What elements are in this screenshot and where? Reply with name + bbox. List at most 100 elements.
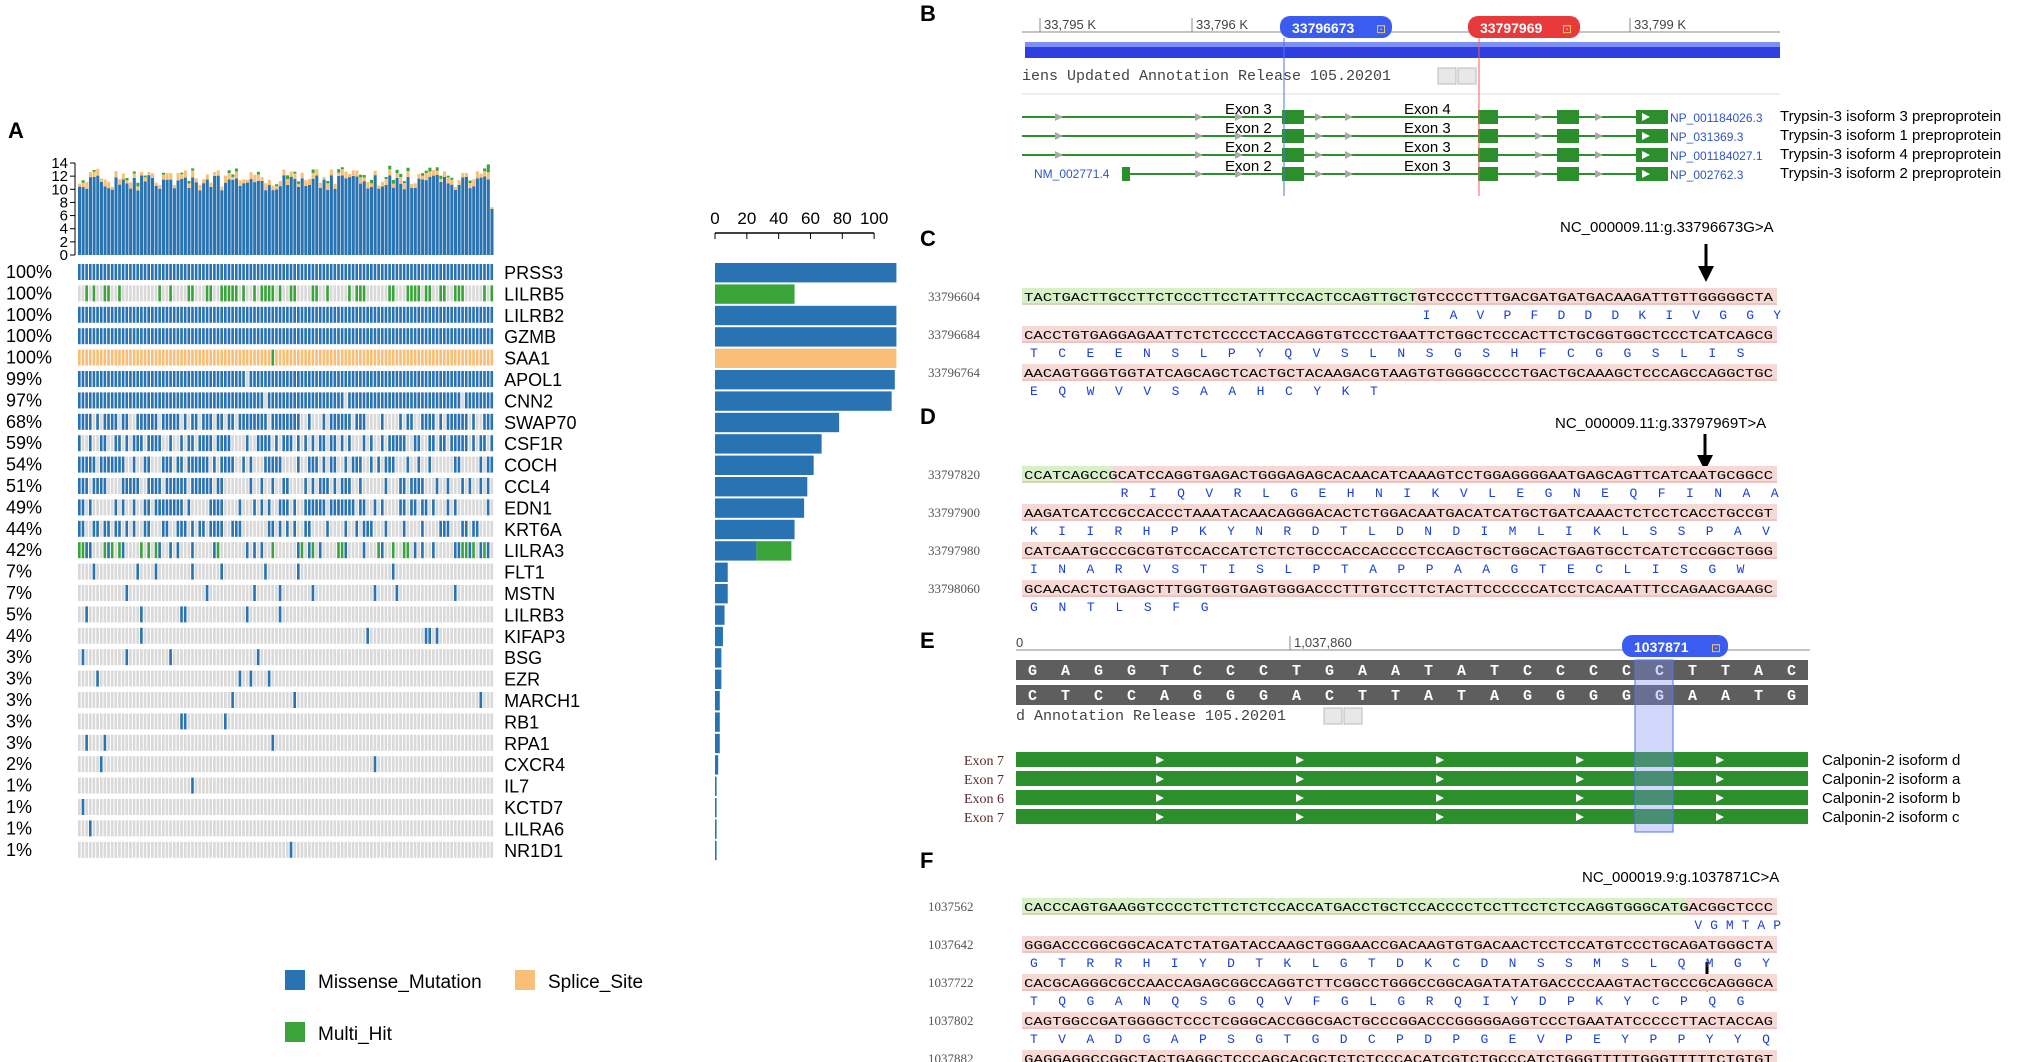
oncoplot-cell <box>154 820 158 837</box>
oncoplot-cell <box>395 627 399 644</box>
oncoplot-cell <box>293 499 296 516</box>
oncoplot-cell <box>307 841 311 858</box>
oncoplot-cell <box>169 563 172 580</box>
oncoplot-cell <box>114 820 118 837</box>
gene-name-label: LILRB2 <box>504 306 564 326</box>
top-bar-missense <box>249 179 253 255</box>
oncoplot-cell <box>151 820 154 837</box>
oncoplot-cell <box>286 627 289 644</box>
oncoplot-cell <box>333 713 337 730</box>
expand-button[interactable] <box>1457 67 1477 85</box>
oncoplot-cell <box>147 264 150 280</box>
top-bar-multi <box>187 180 191 184</box>
collapse-button[interactable] <box>1437 67 1457 85</box>
oncoplot-cell <box>234 692 238 708</box>
oncoplot-cell <box>147 306 150 323</box>
oncoplot-cell <box>443 328 446 345</box>
oncoplot-cell <box>107 606 110 623</box>
oncoplot-cell <box>329 285 333 302</box>
oncoplot-cell <box>278 777 282 794</box>
oncoplot-cell <box>373 649 377 666</box>
oncoplot-cell <box>351 777 355 794</box>
oncoplot-cell <box>143 670 147 687</box>
oncoplot-cell <box>227 499 231 516</box>
exon-block <box>1660 167 1668 181</box>
oncoplot-cell <box>110 264 114 280</box>
oncoplot-cell <box>395 520 399 537</box>
oncoplot-cell <box>85 349 88 366</box>
oncoplot-cell <box>78 692 81 708</box>
oncoplot-cell <box>180 841 183 858</box>
oncoplot-cell <box>256 820 260 837</box>
oncoplot-cell <box>213 627 216 644</box>
oncoplot-cell <box>380 692 384 708</box>
oncoplot-cell <box>191 585 194 601</box>
oncoplot-cell <box>435 734 439 751</box>
oncoplot-cell <box>453 841 457 858</box>
oncoplot-cell <box>169 649 172 666</box>
oncoplot-cell <box>307 606 311 623</box>
top-bar-missense <box>318 188 322 255</box>
oncoplot-cell <box>129 820 132 837</box>
variant-marker[interactable] <box>1622 635 1728 657</box>
oncoplot-cell <box>293 542 296 559</box>
oncoplot-cell <box>439 713 442 730</box>
variant-marker-blue[interactable] <box>1280 16 1392 38</box>
oncoplot-cell <box>256 542 260 559</box>
oncoplot-cell <box>161 585 165 601</box>
oncoplot-cell <box>278 670 282 687</box>
oncoplot-cell <box>373 777 377 794</box>
oncoplot-cell <box>315 456 318 473</box>
oncoplot-cell <box>253 542 256 559</box>
oncoplot-cell <box>475 349 479 366</box>
oncoplot-cell <box>169 820 172 837</box>
oncoplot-cell <box>413 478 417 494</box>
oncoplot-cell <box>421 670 424 687</box>
oncoplot-cell <box>435 478 439 494</box>
oncoplot-cell <box>432 478 435 494</box>
oncoplot-cell <box>322 692 326 708</box>
oncoplot-cell <box>198 841 202 858</box>
top-bar-splice <box>410 184 414 188</box>
oncoplot-cell <box>158 371 161 387</box>
gene-name-label: MARCH1 <box>504 691 580 711</box>
oncoplot-cell <box>191 563 194 580</box>
oncoplot-cell <box>344 392 348 409</box>
collapse-button[interactable] <box>1323 707 1343 725</box>
oncoplot-cell <box>271 777 275 794</box>
oncoplot-cell <box>264 734 267 751</box>
oncoplot-cell <box>417 627 421 644</box>
oncoplot-cell <box>348 670 351 687</box>
oncoplot-cell <box>231 520 234 537</box>
oncoplot-cell <box>443 649 446 666</box>
gene-name-label: RB1 <box>504 712 539 732</box>
oncoplot-cell <box>406 649 410 666</box>
oncoplot-cell <box>172 306 176 323</box>
oncoplot-cell <box>169 520 172 537</box>
oncoplot-cell <box>406 435 410 452</box>
oncoplot-cell <box>464 692 468 708</box>
expand-button[interactable] <box>1343 707 1363 725</box>
oncoplot-cell <box>256 435 260 452</box>
oncoplot-cell <box>402 264 406 280</box>
oncoplot-cell <box>453 392 457 409</box>
oncoplot-cell <box>121 841 125 858</box>
oncoplot-cell <box>351 371 355 387</box>
oncoplot-cell <box>187 499 191 516</box>
oncoplot-cell <box>355 371 359 387</box>
oncoplot-cell <box>373 264 377 280</box>
oncoplot-cell <box>457 371 461 387</box>
oncoplot-cell <box>96 328 99 345</box>
oncoplot-cell <box>154 520 158 537</box>
oncoplot-cell <box>187 734 191 751</box>
oncoplot-cell <box>271 606 275 623</box>
oncoplot-cell <box>370 542 373 559</box>
oncoplot-cell <box>256 499 260 516</box>
oncoplot-cell <box>472 371 475 387</box>
right-bar-missense <box>715 562 728 582</box>
oncoplot-cell <box>147 456 150 473</box>
variant-marker-red[interactable] <box>1468 16 1580 38</box>
oncoplot-cell <box>286 456 289 473</box>
oncoplot-cell <box>424 585 428 601</box>
oncoplot-cell <box>110 306 114 323</box>
